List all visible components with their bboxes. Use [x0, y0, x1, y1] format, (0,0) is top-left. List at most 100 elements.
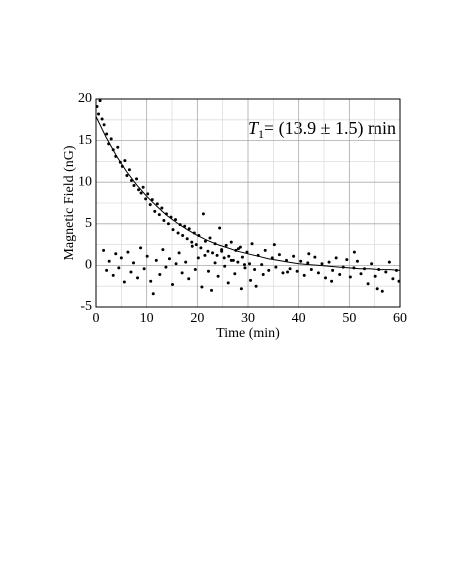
data-point	[161, 248, 165, 252]
data-point	[123, 159, 127, 163]
data-point	[171, 228, 175, 232]
data-point	[129, 270, 133, 274]
y-tick-label: 10	[78, 174, 92, 189]
y-tick-label: 5	[85, 216, 92, 231]
data-point	[180, 271, 184, 275]
y-tick-label: 0	[85, 258, 92, 273]
data-point	[196, 256, 200, 260]
data-point	[176, 231, 180, 235]
data-point	[352, 250, 356, 254]
data-point	[122, 280, 126, 284]
data-point	[263, 248, 267, 252]
data-point	[174, 218, 178, 222]
data-point	[132, 184, 136, 188]
data-point	[306, 261, 310, 265]
data-point	[295, 269, 299, 273]
data-point	[274, 265, 278, 269]
data-point	[111, 273, 115, 277]
data-point	[102, 123, 106, 127]
plot-frame	[95, 98, 401, 308]
annotation-subscript: 1	[258, 127, 264, 141]
data-point	[218, 226, 222, 230]
data-point	[107, 259, 111, 263]
data-point	[131, 261, 135, 265]
data-point	[97, 112, 101, 116]
data-point	[200, 285, 204, 289]
data-point	[141, 185, 145, 189]
data-point	[370, 262, 374, 266]
data-point	[359, 272, 363, 276]
data-point	[223, 264, 227, 268]
data-point	[253, 268, 257, 272]
data-point	[226, 281, 230, 285]
data-point	[109, 137, 113, 141]
data-point	[177, 251, 181, 255]
data-point	[166, 222, 170, 226]
data-point	[249, 278, 253, 282]
data-point	[100, 117, 104, 121]
fit-curve	[95, 116, 401, 271]
data-point	[397, 279, 401, 283]
data-point	[373, 274, 377, 278]
data-point	[135, 177, 139, 181]
data-point	[240, 255, 244, 259]
data-point	[153, 209, 157, 213]
data-point	[270, 256, 274, 260]
data-point	[164, 265, 168, 269]
data-point	[119, 256, 123, 260]
data-point	[215, 253, 219, 257]
x-tick-label: 60	[393, 311, 407, 326]
annotation: T1= (13.9 ± 1.5) min	[248, 118, 396, 141]
data-point	[117, 266, 121, 270]
data-point	[288, 267, 292, 271]
data-point	[272, 243, 276, 247]
data-point	[146, 192, 150, 196]
data-point	[260, 263, 264, 267]
data-point	[185, 237, 189, 241]
data-point	[139, 246, 143, 250]
data-point	[116, 145, 120, 149]
data-point	[201, 212, 205, 216]
data-point	[148, 203, 152, 207]
data-point	[292, 254, 296, 258]
data-point	[167, 257, 171, 261]
data-point	[238, 245, 242, 249]
data-point	[151, 292, 155, 296]
data-point	[98, 99, 102, 103]
data-point	[227, 254, 231, 258]
data-point	[316, 271, 320, 275]
data-point	[375, 287, 379, 291]
data-point	[243, 266, 247, 270]
data-point	[154, 258, 158, 262]
data-point	[114, 252, 118, 256]
data-point	[184, 260, 188, 264]
data-point	[220, 249, 224, 253]
data-point	[199, 246, 203, 250]
data-point	[324, 276, 328, 280]
y-tick-label: 15	[78, 133, 92, 148]
data-point	[391, 277, 395, 281]
data-point	[222, 256, 226, 260]
data-point	[137, 188, 141, 192]
data-point	[331, 268, 335, 272]
data-point	[245, 250, 249, 254]
data-point	[216, 274, 220, 278]
data-point	[149, 279, 153, 283]
x-tick-label: 0	[93, 311, 100, 326]
data-point	[355, 259, 359, 263]
data-point	[250, 242, 254, 246]
data-point	[210, 288, 214, 292]
data-point	[327, 260, 331, 264]
annotation-text: = (13.9 ± 1.5) min	[264, 118, 396, 139]
data-point	[181, 233, 185, 237]
data-point	[348, 275, 352, 279]
data-point	[211, 251, 215, 255]
data-point	[136, 276, 140, 280]
data-point	[187, 277, 191, 281]
data-point	[233, 272, 237, 276]
data-point	[139, 191, 143, 195]
data-point	[162, 218, 166, 222]
data-point	[126, 250, 130, 254]
data-point	[309, 268, 313, 272]
